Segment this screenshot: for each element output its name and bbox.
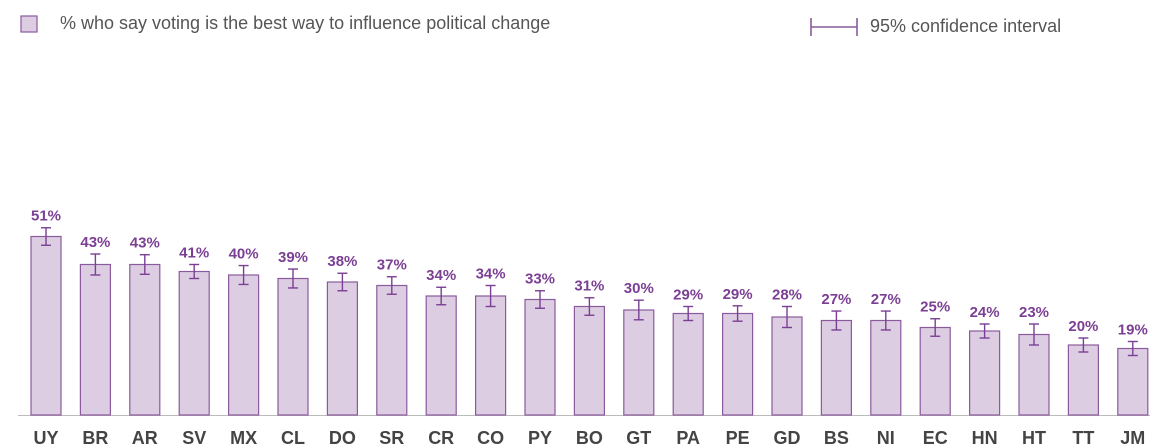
error-bar [930, 318, 941, 337]
bar [968, 330, 1001, 416]
value-label: 24% [970, 304, 1000, 321]
error-bar [782, 305, 792, 329]
x-tick-label: AR [132, 428, 158, 448]
value-label: 23% [1019, 304, 1049, 321]
value-label: 33% [525, 271, 555, 288]
value-label: 40% [229, 246, 259, 263]
bar [820, 319, 853, 416]
error-bar [633, 299, 644, 321]
bar [573, 305, 606, 416]
x-tick-label: HT [1022, 428, 1046, 448]
error-bar [732, 305, 743, 322]
legend-label: % who say voting is the best way to infl… [60, 13, 550, 33]
value-label: 25% [920, 299, 950, 316]
value-label: 37% [377, 257, 407, 274]
value-label: 31% [574, 278, 604, 295]
value-label: 34% [476, 265, 506, 282]
bar [870, 319, 902, 416]
bar [129, 263, 161, 416]
error-bar [238, 264, 249, 286]
error-bar [831, 310, 842, 331]
value-label: 28% [772, 286, 802, 303]
x-tick-label: CO [477, 428, 504, 448]
value-label: 19% [1118, 321, 1148, 338]
bar [326, 281, 358, 416]
value-label: 20% [1068, 318, 1098, 335]
bar [524, 298, 556, 416]
x-tick-label: PE [726, 428, 750, 448]
bar [672, 312, 704, 416]
error-bar [1078, 337, 1089, 353]
value-label: 41% [179, 244, 209, 261]
bar [771, 316, 803, 416]
bar [425, 295, 457, 416]
bar [376, 284, 408, 416]
value-label: 34% [426, 267, 456, 284]
error-bar [1127, 340, 1138, 357]
value-label: 30% [624, 280, 654, 297]
bar [277, 277, 309, 416]
error-bar [41, 227, 51, 246]
x-tick-label: GD [774, 428, 801, 448]
x-tick-label: BS [824, 428, 849, 448]
error-bar [337, 272, 348, 292]
error-bar [880, 310, 891, 331]
error-bar [386, 276, 397, 295]
value-label: 43% [130, 235, 160, 252]
x-tick-label: UY [33, 428, 58, 448]
x-tick-label: CR [428, 428, 454, 448]
bar [178, 270, 210, 416]
x-tick-label: SR [379, 428, 404, 448]
value-label: 43% [80, 234, 110, 251]
x-tick-label: SV [182, 428, 206, 448]
bar [475, 295, 507, 416]
bar [623, 309, 655, 416]
value-label: 39% [278, 249, 308, 266]
error-bar [90, 253, 101, 276]
x-tick-label: BR [82, 428, 108, 448]
value-label: 27% [871, 291, 901, 308]
error-bar [535, 290, 545, 309]
x-tick-label: DO [329, 428, 356, 448]
legend-error-label: 95% confidence interval [870, 16, 1061, 36]
x-tick-label: EC [923, 428, 948, 448]
x-tick-label: MX [230, 428, 257, 448]
value-label: 29% [673, 286, 703, 303]
error-bar [979, 323, 990, 339]
x-tick-label: NI [877, 428, 895, 448]
bar [79, 263, 112, 416]
value-label: 29% [723, 286, 753, 303]
x-tick-label: TT [1072, 428, 1094, 448]
error-bar [288, 268, 298, 289]
error-bar [189, 263, 200, 280]
x-tick-label: PY [528, 428, 552, 448]
x-tick-label: JM [1120, 428, 1145, 448]
error-bar [139, 253, 150, 275]
bar [1117, 347, 1149, 416]
bar [1018, 333, 1050, 416]
value-label: 51% [31, 208, 61, 225]
bar [30, 235, 62, 416]
error-bar [683, 305, 694, 322]
bar [228, 274, 260, 416]
value-label: 38% [327, 253, 357, 270]
x-tick-label: HN [972, 428, 998, 448]
legend-swatch [20, 15, 38, 33]
error-bar [436, 286, 447, 306]
bar [1067, 344, 1100, 416]
x-tick-label: GT [626, 428, 651, 448]
x-tick-label: PA [676, 428, 700, 448]
error-bar [584, 297, 595, 316]
value-label: 27% [821, 291, 851, 308]
bar [919, 326, 951, 416]
x-tick-label: BO [576, 428, 603, 448]
error-bar [1029, 323, 1039, 346]
bar [721, 312, 754, 416]
legend-error-symbol [810, 18, 858, 36]
error-bar [485, 284, 496, 308]
x-tick-label: CL [281, 428, 305, 448]
